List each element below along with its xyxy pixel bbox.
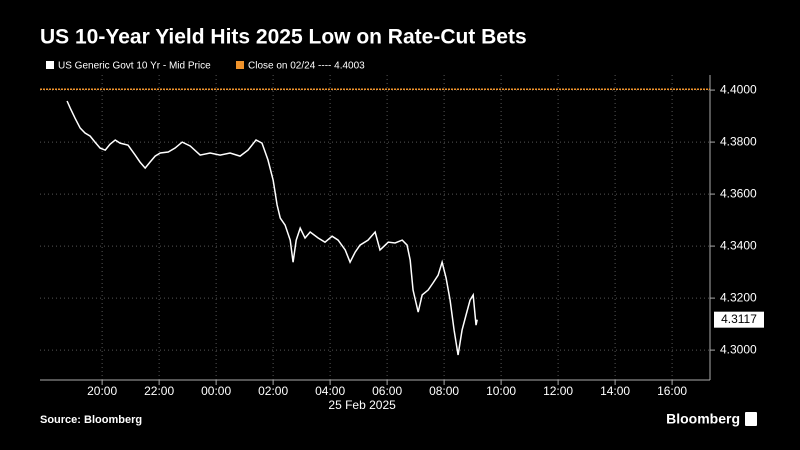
y-tick-label: 4.3200 <box>720 290 757 304</box>
source: Source: Bloomberg <box>40 414 142 426</box>
last-value-label: 4.3117 <box>721 312 757 326</box>
x-tick-label: 14:00 <box>600 384 630 398</box>
legend-swatch <box>236 61 244 69</box>
legend-swatch <box>46 61 54 69</box>
y-tick-label: 4.4000 <box>720 82 757 96</box>
chart-title: US 10-Year Yield Hits 2025 Low on Rate-C… <box>40 26 527 49</box>
brand-icon <box>745 412 757 426</box>
x-tick-label: 02:00 <box>258 384 288 398</box>
y-tick-label: 4.3800 <box>720 134 757 148</box>
x-tick-label: 06:00 <box>372 384 402 398</box>
x-axis-label: 25 Feb 2025 <box>328 398 396 412</box>
y-tick-label: 4.3600 <box>720 186 757 200</box>
last-value-box <box>714 311 764 328</box>
y-tick-label: 4.3000 <box>720 342 757 356</box>
x-tick-label: 20:00 <box>87 384 117 398</box>
legend-label: US Generic Govt 10 Yr - Mid Price <box>58 61 211 72</box>
x-tick-label: 22:00 <box>144 384 174 398</box>
x-tick-label: 00:00 <box>201 384 231 398</box>
x-tick-label: 10:00 <box>486 384 516 398</box>
x-tick-label: 08:00 <box>429 384 459 398</box>
x-tick-label: 16:00 <box>657 384 687 398</box>
brand: Bloomberg <box>666 411 740 427</box>
x-tick-label: 04:00 <box>315 384 345 398</box>
y-tick-label: 4.3400 <box>720 238 757 252</box>
x-tick-label: 12:00 <box>543 384 573 398</box>
series-line <box>66 100 478 356</box>
legend-label: Close on 02/24 ---- 4.4003 <box>248 61 365 72</box>
